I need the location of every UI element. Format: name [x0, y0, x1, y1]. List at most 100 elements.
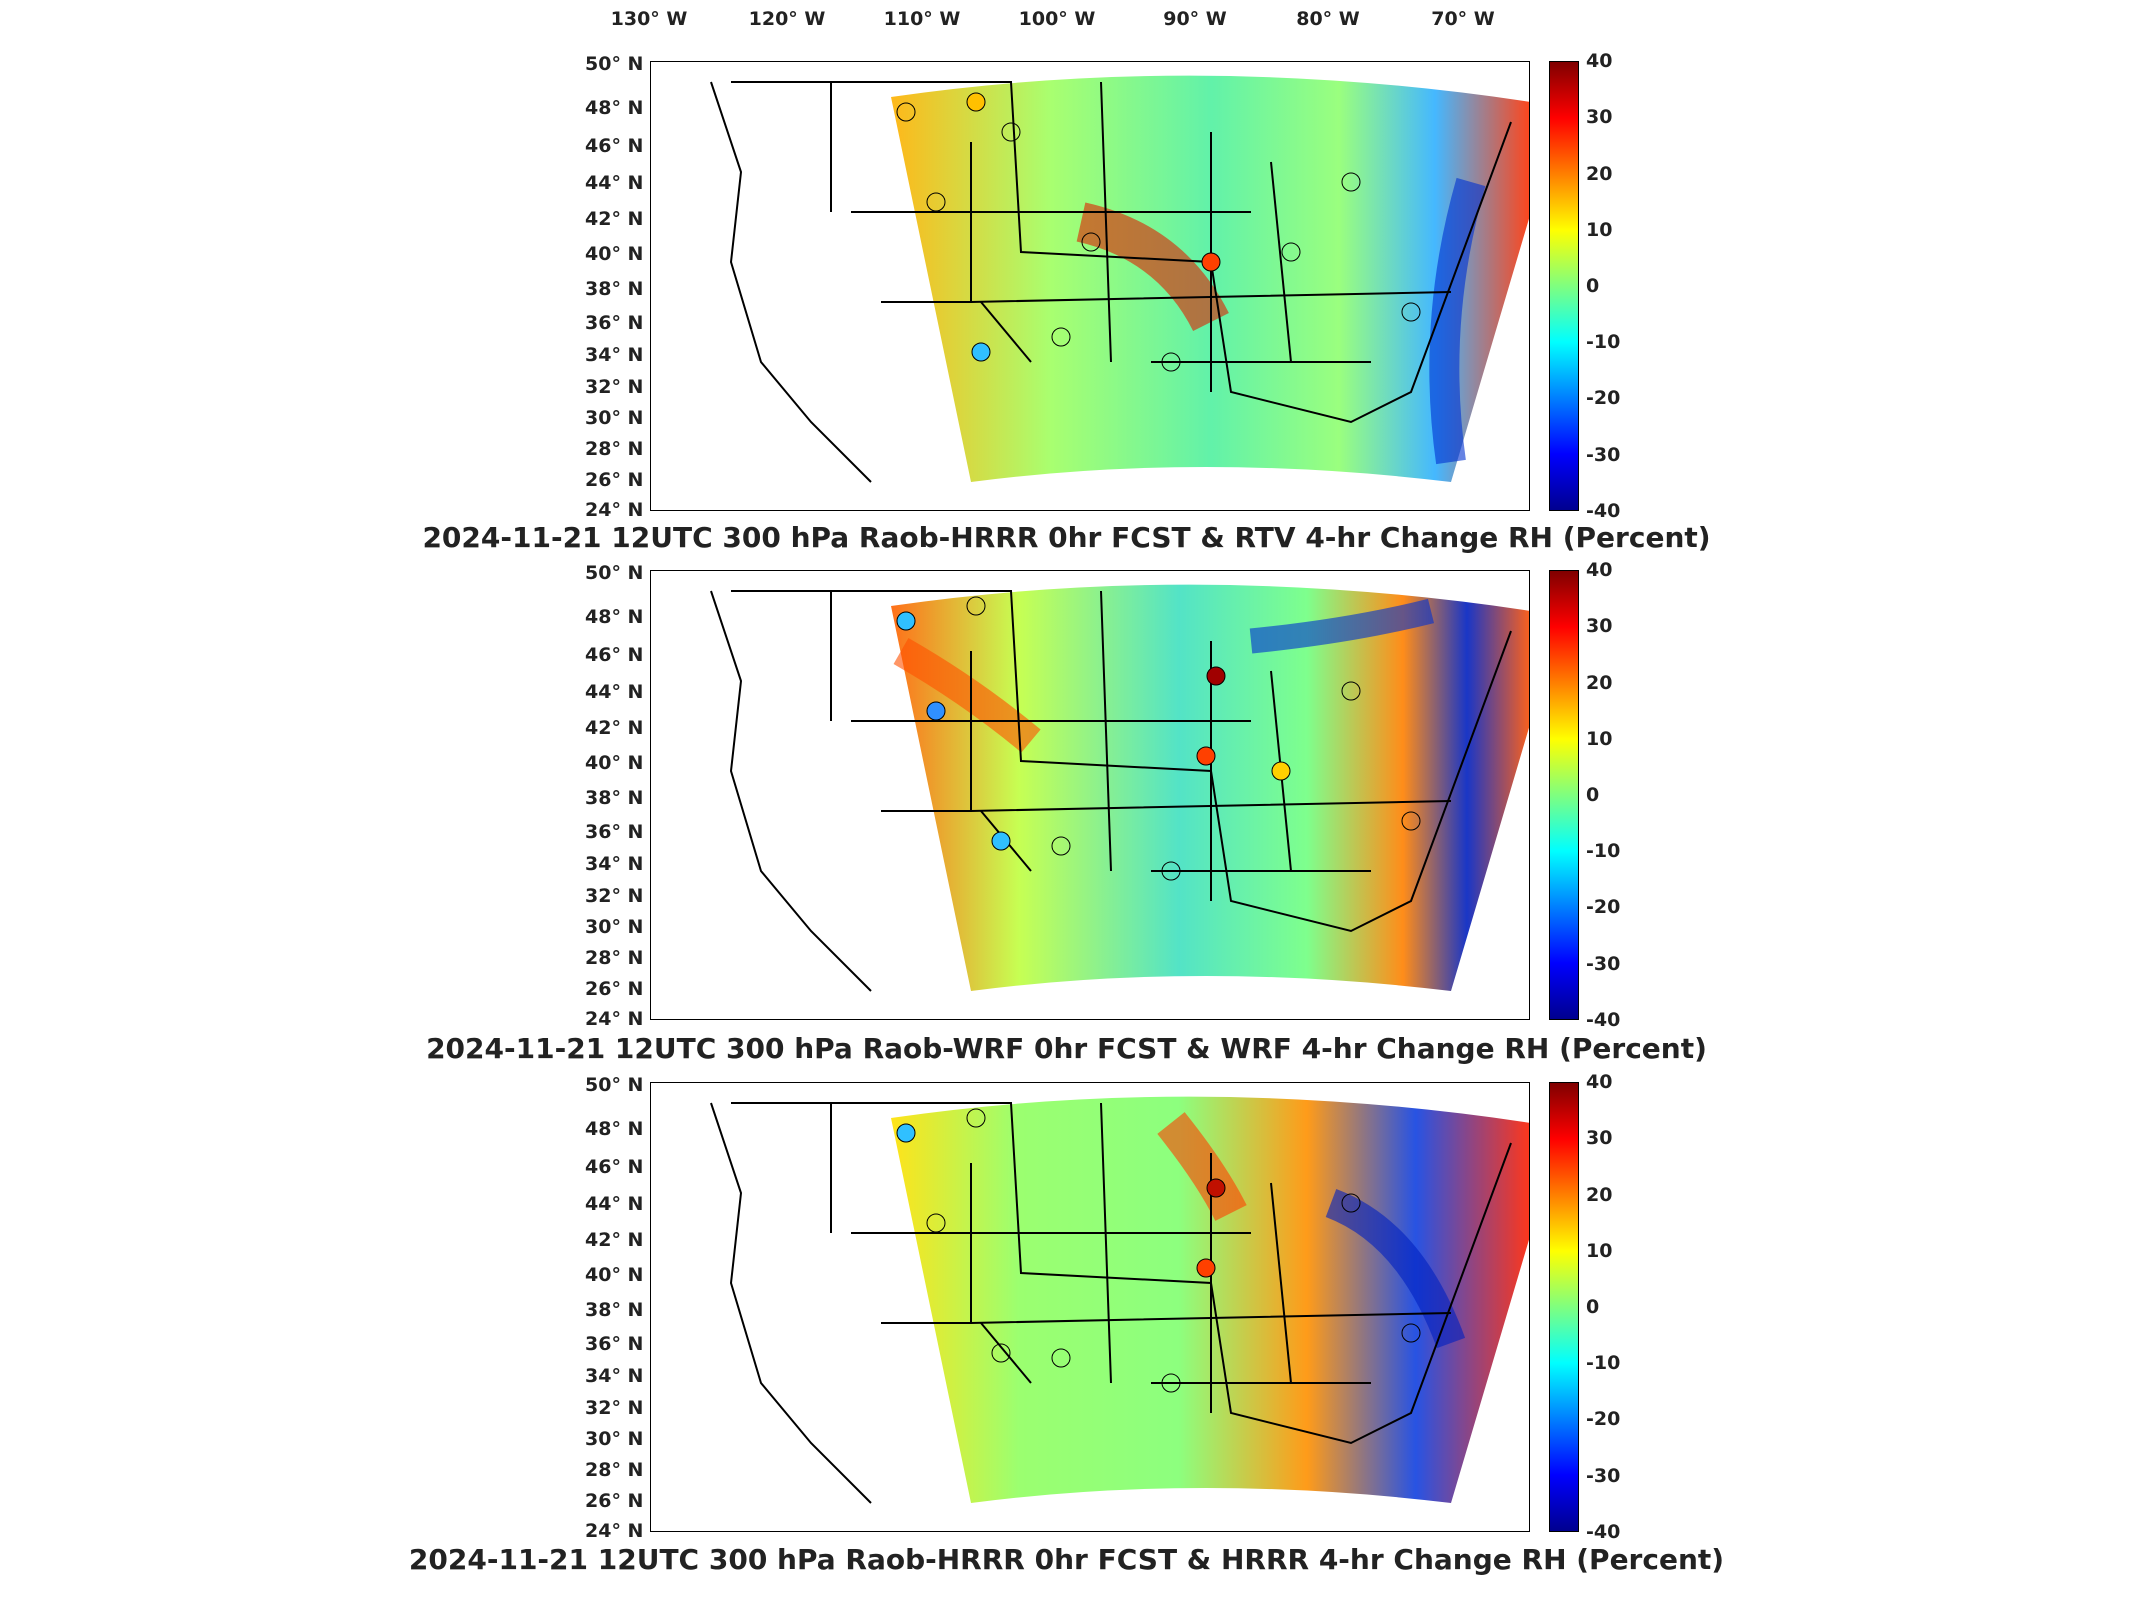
colorbar-tick: -30 — [1586, 1465, 1621, 1487]
colorbar-tick: -20 — [1586, 387, 1621, 409]
raob-stations — [896, 92, 1421, 372]
latitude-label: 28° N — [585, 1459, 644, 1481]
longitude-label: 80° W — [1296, 8, 1360, 30]
moist-band — [1157, 1112, 1247, 1221]
moist-band — [1076, 202, 1229, 332]
colorbar-tick: -40 — [1586, 500, 1621, 522]
colorbar-tick: 0 — [1586, 1296, 1600, 1318]
latitude-label: 34° N — [585, 344, 644, 366]
map-panel-rtv: 50° N 48° N 46° N 44° N 42° N 40° N 38° … — [0, 0, 2133, 560]
latitude-label: 38° N — [585, 1299, 644, 1321]
map-frame — [650, 1082, 1530, 1532]
colorbar-tick: -10 — [1586, 331, 1621, 353]
colorbar-tick: -30 — [1586, 953, 1621, 975]
map-panel-wrf: 50° N 48° N 46° N 44° N 42° N 40° N 38° … — [426, 559, 1707, 1065]
longitude-label: 90° W — [1163, 8, 1227, 30]
colorbar-tick: -20 — [1586, 896, 1621, 918]
latitude-label: 34° N — [585, 1365, 644, 1387]
map-frame — [650, 61, 1530, 511]
latitude-label: 40° N — [585, 243, 644, 265]
latitude-label: 26° N — [585, 1490, 644, 1512]
rh-change-map — [710, 584, 1529, 992]
colorbar-tick: 10 — [1586, 728, 1613, 750]
latitude-label: 32° N — [585, 376, 644, 398]
longitude-label: 130° W — [610, 8, 688, 30]
colorbar-tick: 40 — [1586, 1071, 1613, 1093]
panel-title: 2024-11-21 12UTC 300 hPa Raob-HRRR 0hr F… — [422, 521, 1711, 554]
colorbar-tick: -40 — [1586, 1009, 1621, 1031]
latitude-label: 42° N — [585, 1229, 644, 1251]
longitude-label: 100° W — [1018, 8, 1096, 30]
latitude-label: 50° N — [585, 53, 644, 75]
latitude-label: 46° N — [585, 135, 644, 157]
latitude-label: 44° N — [585, 1193, 644, 1215]
colorbar-tick: 10 — [1586, 1240, 1613, 1262]
colorbar-tick: 30 — [1586, 615, 1613, 637]
latitude-label: 36° N — [585, 821, 644, 843]
longitude-axis: 130° W 120° W 110° W 100° W 90° W 80° W … — [0, 0, 2133, 50]
latitude-label: 28° N — [585, 438, 644, 460]
latitude-label: 40° N — [585, 1264, 644, 1286]
latitude-label: 36° N — [585, 312, 644, 334]
latitude-label: 24° N — [585, 499, 644, 521]
latitude-label: 50° N — [585, 562, 644, 584]
latitude-label: 24° N — [585, 1008, 644, 1030]
latitude-label: 46° N — [585, 644, 644, 666]
colorbar-tick: 20 — [1586, 672, 1613, 694]
latitude-label: 42° N — [585, 717, 644, 739]
latitude-label: 32° N — [585, 1397, 644, 1419]
latitude-label: 46° N — [585, 1156, 644, 1178]
colorbar-tick: -20 — [1586, 1408, 1621, 1430]
latitude-label: 48° N — [585, 1118, 644, 1140]
latitude-label: 40° N — [585, 752, 644, 774]
colorbar-tick: -40 — [1586, 1521, 1621, 1543]
latitude-label: 30° N — [585, 916, 644, 938]
latitude-label: 38° N — [585, 787, 644, 809]
colorbar-tick: -10 — [1586, 1352, 1621, 1374]
panel-title: 2024-11-21 12UTC 300 hPa Raob-HRRR 0hr F… — [408, 1543, 1725, 1576]
moist-band — [893, 637, 1041, 753]
latitude-label: 44° N — [585, 681, 644, 703]
latitude-label: 26° N — [585, 469, 644, 491]
longitude-label: 70° W — [1431, 8, 1495, 30]
map-frame — [650, 570, 1530, 1020]
rh-change-map — [710, 75, 1529, 483]
colorbar-tick: -10 — [1586, 840, 1621, 862]
colorbar-tick: 0 — [1586, 275, 1600, 297]
longitude-label: 110° W — [883, 8, 961, 30]
raob-stations — [896, 1108, 1421, 1393]
colorbar-tick: 40 — [1586, 50, 1613, 72]
state-borders — [710, 81, 1512, 483]
latitude-label: 26° N — [585, 978, 644, 1000]
colorbar-tick: 10 — [1586, 219, 1613, 241]
rh-change-map — [710, 1096, 1529, 1504]
longitude-label: 120° W — [748, 8, 826, 30]
dry-band — [1249, 598, 1435, 654]
latitude-label: 38° N — [585, 278, 644, 300]
colorbar-tick: 0 — [1586, 784, 1600, 806]
latitude-label: 36° N — [585, 1333, 644, 1355]
latitude-label: 32° N — [585, 885, 644, 907]
raob-stations — [896, 596, 1421, 881]
panel-title: 2024-11-21 12UTC 300 hPa Raob-WRF 0hr FC… — [426, 1032, 1707, 1065]
colorbar — [1549, 570, 1579, 1020]
latitude-label: 30° N — [585, 1428, 644, 1450]
latitude-label: 28° N — [585, 947, 644, 969]
latitude-label: 48° N — [585, 606, 644, 628]
colorbar — [1549, 61, 1579, 511]
state-borders — [710, 1102, 1512, 1504]
latitude-label: 42° N — [585, 208, 644, 230]
colorbar-tick: 20 — [1586, 1184, 1613, 1206]
latitude-label: 34° N — [585, 853, 644, 875]
latitude-label: 30° N — [585, 407, 644, 429]
colorbar-tick: 20 — [1586, 163, 1613, 185]
latitude-label: 24° N — [585, 1520, 644, 1542]
colorbar — [1549, 1082, 1579, 1532]
colorbar-tick: 30 — [1586, 106, 1613, 128]
colorbar-tick: -30 — [1586, 444, 1621, 466]
latitude-label: 44° N — [585, 172, 644, 194]
latitude-label: 50° N — [585, 1074, 644, 1096]
colorbar-tick: 40 — [1586, 559, 1613, 581]
colorbar-tick: 30 — [1586, 1127, 1613, 1149]
